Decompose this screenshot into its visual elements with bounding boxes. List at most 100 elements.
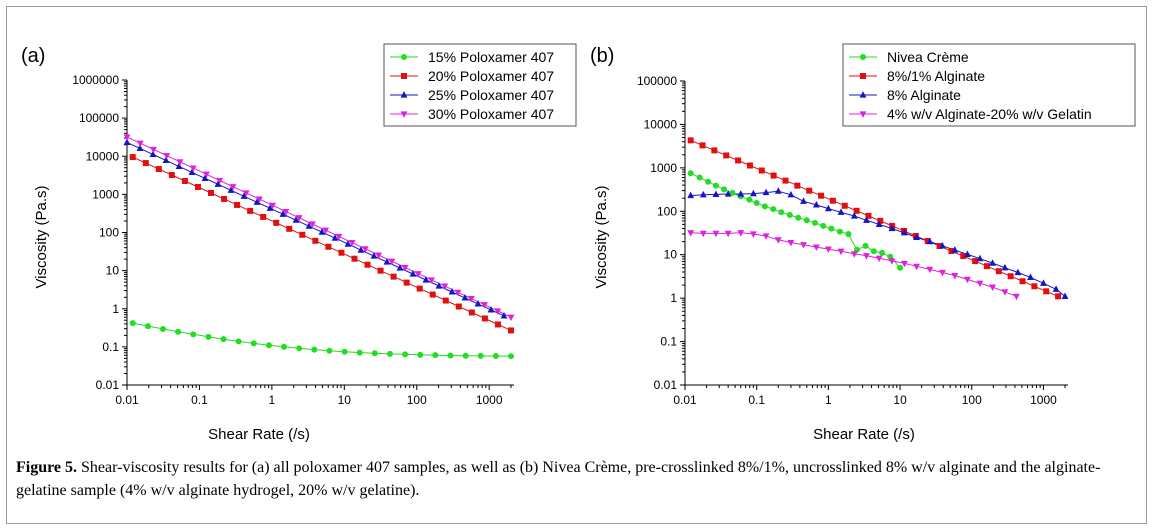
figure-plots: (a) 0.01 0.1 1 10 100 10000.010.1110100100010… [21, 43, 1136, 443]
panel-a-x-axis-label: Shear Rate (/s) [208, 426, 310, 443]
data-point [220, 336, 227, 343]
data-point [481, 302, 488, 309]
data-point [705, 178, 712, 185]
data-point [442, 297, 449, 304]
data-point [348, 240, 356, 247]
data-point [824, 204, 832, 212]
data-point [508, 327, 515, 334]
data-point [812, 201, 820, 208]
data-point [403, 279, 410, 286]
data-point [207, 189, 214, 196]
series-line-2 [690, 139, 1059, 297]
y-tick-label: 10000 [86, 149, 120, 163]
data-point [724, 230, 732, 238]
data-point [1043, 288, 1050, 295]
x-tick-label: 0.01 [115, 393, 139, 407]
data-point [318, 228, 326, 235]
data-point [189, 165, 197, 172]
data-point [229, 184, 237, 191]
x-tick-label: 100 [962, 393, 982, 407]
legend-entry: 8% Alginate [887, 87, 961, 103]
data-point [428, 277, 435, 284]
data-point [787, 240, 795, 247]
data-point [1019, 278, 1026, 285]
data-point [388, 258, 396, 266]
data-point [746, 196, 753, 203]
data-point [850, 251, 858, 258]
y-tick-label: 1000 [92, 187, 119, 201]
data-point [175, 162, 183, 169]
data-point [762, 188, 770, 196]
data-point [216, 177, 224, 185]
data-point [750, 231, 757, 238]
data-point [879, 249, 886, 256]
data-point [155, 166, 162, 173]
data-point [964, 276, 971, 284]
data-point [361, 246, 369, 253]
data-point [326, 347, 333, 354]
data-point [960, 253, 967, 260]
data-point [401, 264, 409, 272]
data-point [507, 314, 515, 322]
data-point [190, 331, 197, 338]
data-point [163, 153, 171, 160]
data-point [344, 240, 352, 247]
data-point [926, 237, 934, 245]
legend-entry: 30% Poloxamer 407 [428, 106, 554, 122]
panel-b-y-axis-label: Viscosity (Pa.s) [593, 185, 610, 288]
data-point [221, 195, 228, 202]
data-point [1014, 268, 1022, 276]
data-point [136, 144, 144, 152]
panel-b-x-axis-label: Shear Rate (/s) [813, 426, 915, 443]
data-point [341, 348, 348, 355]
y-tick-label: 10 [664, 248, 678, 262]
data-point [416, 285, 423, 292]
data-point [828, 225, 835, 232]
data-point [770, 172, 777, 179]
data-point [265, 342, 272, 349]
data-point [939, 269, 946, 277]
data-point [1052, 285, 1060, 292]
data-point [266, 204, 274, 211]
x-tick-label: 0.1 [748, 393, 765, 407]
data-point [242, 190, 250, 197]
x-tick-label: 1 [269, 393, 276, 407]
data-point [800, 197, 807, 204]
data-point [711, 147, 718, 154]
legend-marker [859, 111, 867, 118]
data-point [308, 221, 316, 228]
data-point [862, 242, 869, 249]
data-point [176, 159, 184, 166]
data-point [335, 233, 343, 241]
data-point [778, 209, 785, 216]
data-point [976, 254, 984, 262]
y-tick-label: 0.01 [654, 378, 678, 392]
data-point [322, 227, 330, 235]
data-point [461, 294, 469, 301]
data-point [356, 349, 363, 356]
legend-box [383, 43, 577, 127]
data-point [901, 228, 908, 236]
series-line-3 [126, 142, 505, 317]
legend-marker [400, 91, 408, 98]
legend-marker [401, 54, 407, 60]
y-tick-label: 10 [106, 264, 120, 278]
data-point [312, 237, 319, 244]
x-tick-label: 100 [407, 393, 427, 407]
data-point [383, 258, 391, 265]
data-point [926, 266, 934, 274]
data-point [800, 242, 807, 249]
series-line-3 [690, 190, 1066, 297]
data-point [803, 217, 810, 224]
data-point [729, 189, 736, 196]
series-line-4 [690, 232, 1017, 297]
data-point [435, 282, 443, 289]
data-point [508, 353, 515, 360]
data-point [305, 222, 313, 229]
data-point [281, 343, 288, 350]
data-point [364, 261, 371, 268]
data-point [782, 177, 789, 184]
data-point [901, 260, 908, 268]
data-point [292, 216, 300, 223]
data-point [279, 210, 287, 217]
